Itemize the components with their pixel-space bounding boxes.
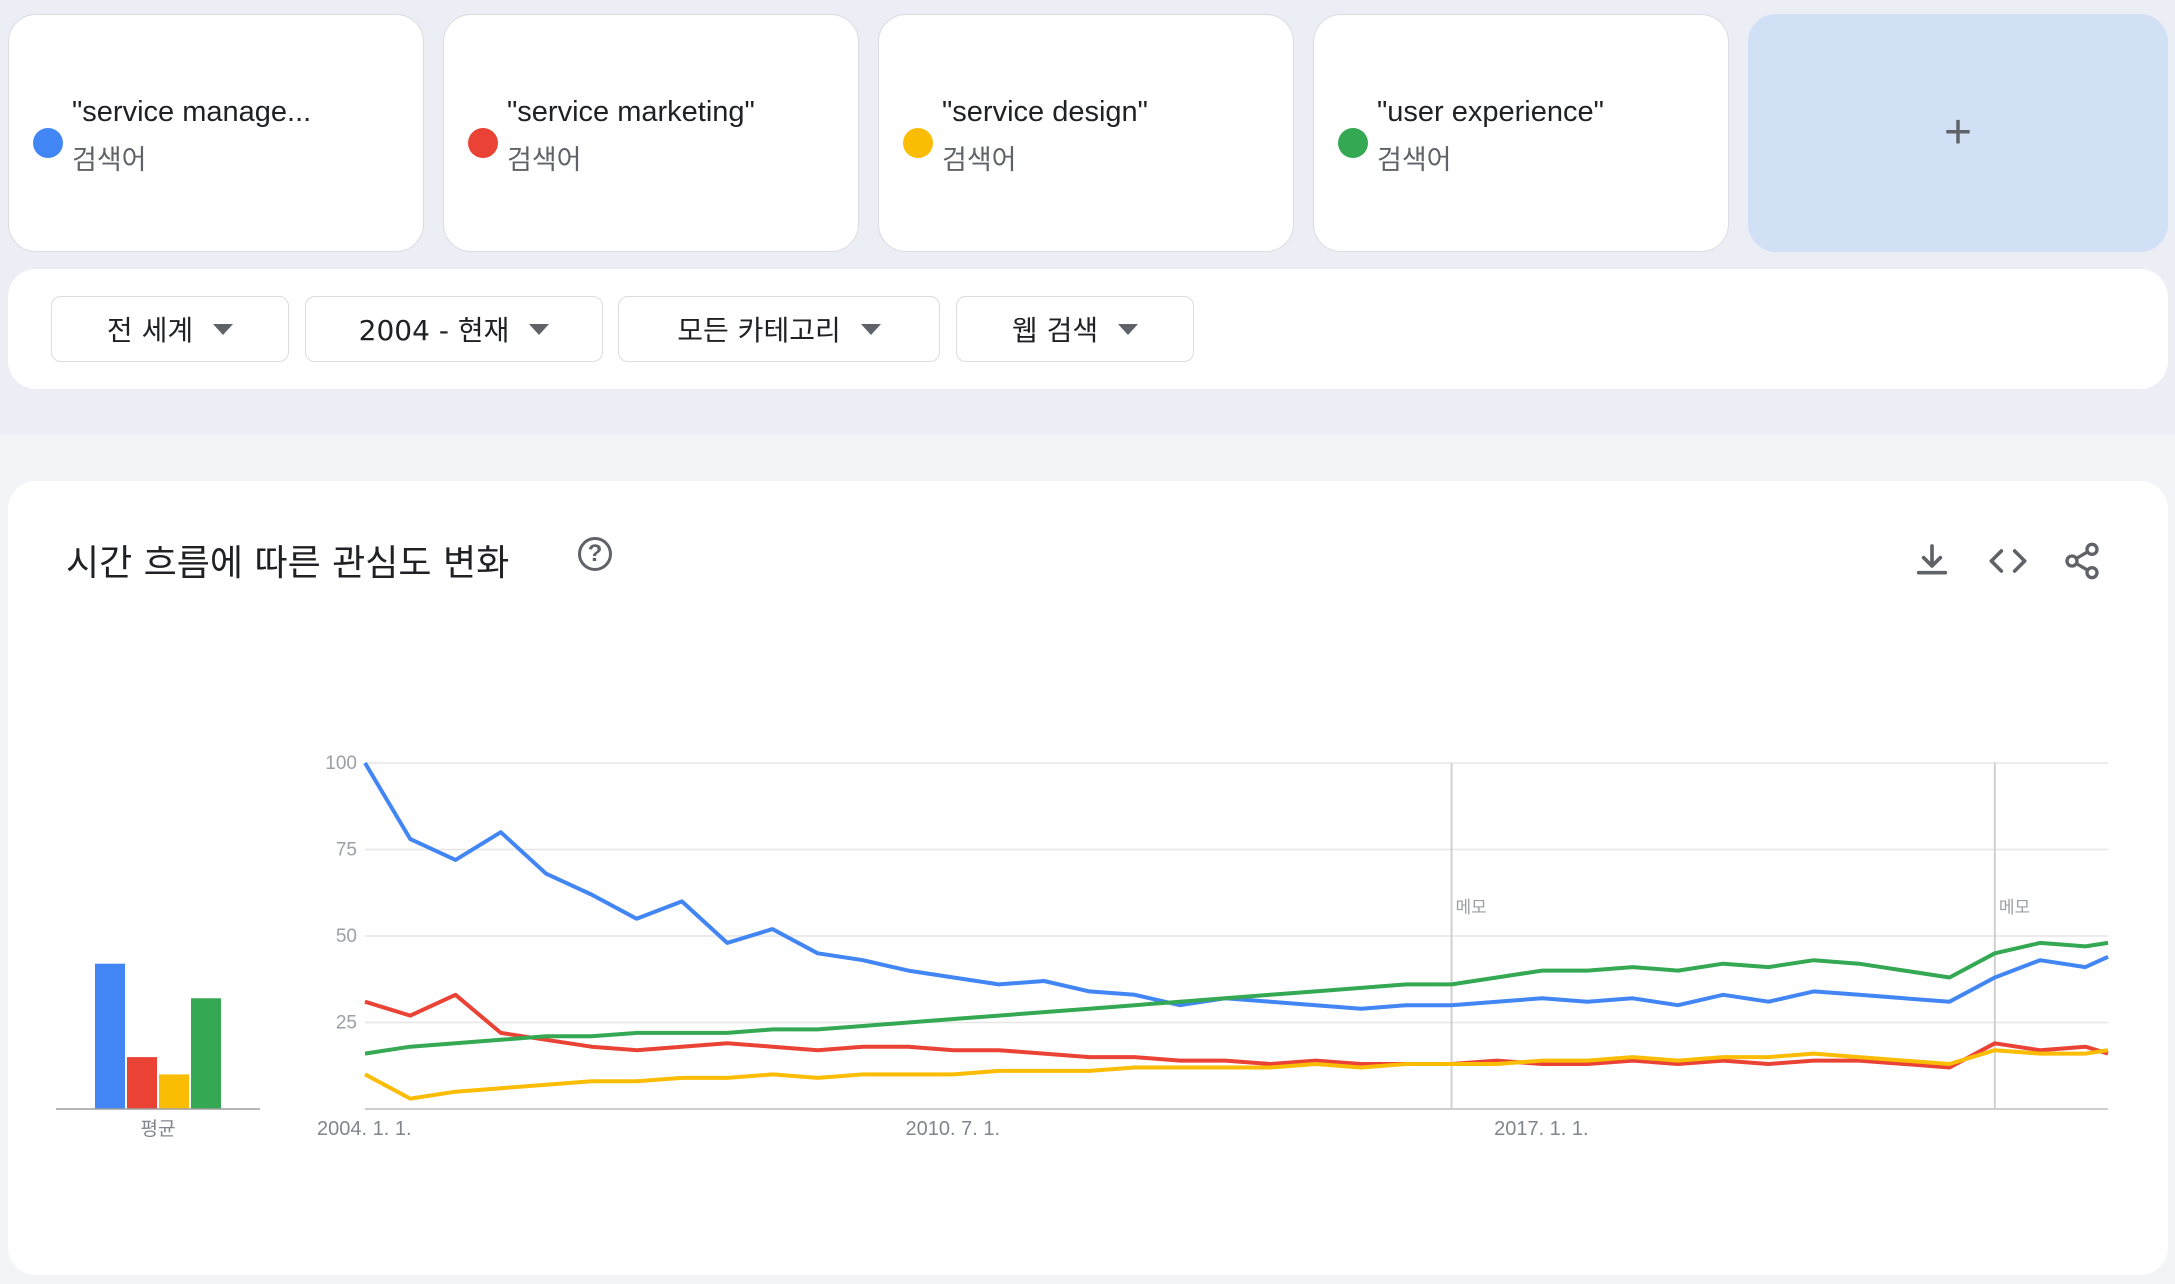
series-color-dot: [903, 128, 933, 158]
category-dropdown[interactable]: 모든 카테고리: [618, 296, 940, 362]
term-type: 검색어: [942, 145, 1017, 176]
x-tick-label: 2017. 1. 1.: [1494, 1118, 1589, 1140]
series-line: [364, 1048, 2109, 1101]
average-label: 평균: [141, 1118, 176, 1140]
caret-down-icon: [529, 323, 550, 335]
x-tick-label: 2004. 1. 1.: [317, 1118, 412, 1140]
x-tick-label: 2010. 7. 1.: [906, 1118, 1001, 1140]
y-tick-label: 50: [336, 926, 357, 947]
term-card-1[interactable]: "service manage... 검색어: [8, 14, 424, 252]
y-tick-label: 25: [336, 1013, 357, 1034]
series-color-dot: [468, 128, 498, 158]
term-type: 검색어: [507, 145, 582, 176]
interest-chart: 25 50 75 100 2004. 1. 1. 2010. 7. 1. 2017. 1. …: [56, 753, 2109, 1140]
plus-icon: +: [1943, 106, 1973, 159]
series-color-dot: [33, 128, 63, 158]
average-bar: [191, 998, 221, 1109]
term-type: 검색어: [1377, 145, 1452, 176]
y-tick-label: 100: [325, 753, 357, 774]
filter-label: 2004 - 현재: [358, 314, 510, 347]
search-type-dropdown[interactable]: 웹 검색: [956, 296, 1194, 362]
series-line: [364, 992, 2109, 1070]
series-line: [364, 940, 2109, 1056]
caret-down-icon: [1118, 323, 1139, 335]
help-icon[interactable]: ?: [578, 537, 612, 571]
interest-over-time-card: 시간 흐름에 따른 관심도 변화 ? 25 50 75 100 2004. 1. 1. 2…: [8, 481, 2168, 1275]
search-terms-row: "service manage... 검색어 "service marketin…: [8, 14, 2168, 252]
time-range-dropdown[interactable]: 2004 - 현재: [305, 296, 603, 362]
filter-label: 모든 카테고리: [677, 314, 841, 347]
filter-label: 전 세계: [106, 314, 194, 347]
filter-bar: 전 세계 2004 - 현재 모든 카테고리 웹 검색: [8, 269, 2168, 389]
download-icon[interactable]: [1912, 541, 1952, 581]
term-card-3[interactable]: "service design" 검색어: [878, 14, 1294, 252]
caret-down-icon: [860, 323, 881, 335]
term-card-2[interactable]: "service marketing" 검색어: [443, 14, 859, 252]
note-marker-label: 메모: [1456, 898, 1487, 917]
region-filter-dropdown[interactable]: 전 세계: [51, 296, 289, 362]
average-bar: [127, 1057, 157, 1109]
embed-icon[interactable]: [1988, 541, 2028, 581]
y-tick-label: 75: [336, 840, 357, 861]
term-card-4[interactable]: "user experience" 검색어: [1313, 14, 1729, 252]
term-name: "service manage...: [72, 96, 312, 128]
term-type: 검색어: [72, 145, 147, 176]
series-color-dot: [1338, 128, 1368, 158]
note-marker-label: 메모: [1999, 898, 2030, 917]
add-term-button[interactable]: +: [1748, 14, 2168, 252]
series-line: [363, 761, 2109, 1011]
caret-down-icon: [213, 323, 234, 335]
chart-title: 시간 흐름에 따른 관심도 변화: [66, 543, 510, 584]
average-bar: [159, 1074, 189, 1109]
term-name: "service design": [942, 96, 1148, 128]
term-name: "user experience": [1377, 96, 1604, 128]
term-name: "service marketing": [507, 96, 755, 128]
average-bar: [95, 963, 125, 1109]
filter-label: 웹 검색: [1011, 314, 1099, 347]
share-icon[interactable]: [2062, 541, 2102, 581]
